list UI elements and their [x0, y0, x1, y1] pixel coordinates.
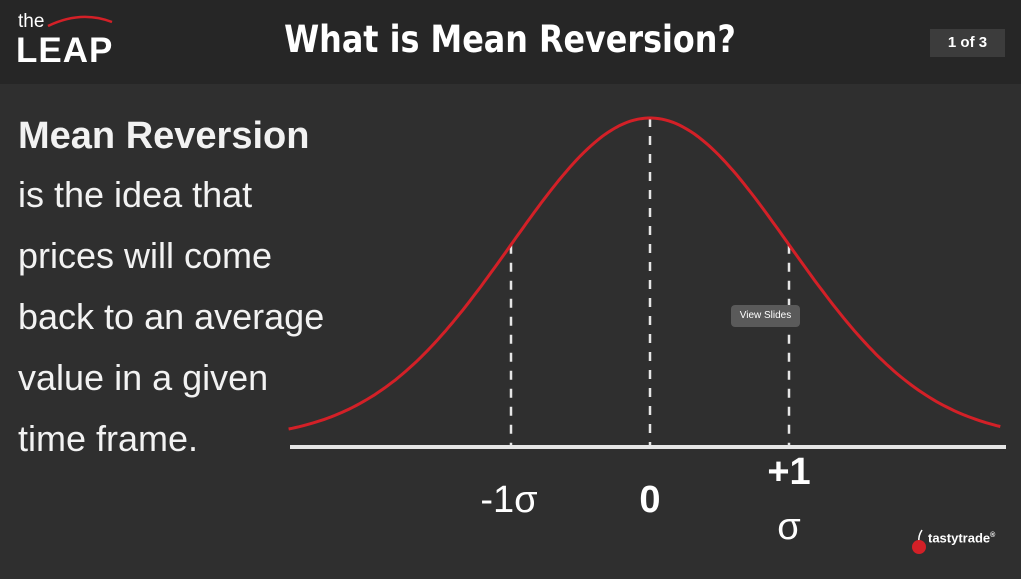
description-line: is the idea that — [18, 174, 253, 215]
the-leap-logo: the LEAP — [16, 8, 126, 78]
description-line: value in a given — [18, 357, 269, 398]
brand-name: tastytrade® — [928, 527, 995, 547]
description-heading: Mean Reversion — [18, 115, 310, 157]
description-text: Mean Reversion is the idea that prices w… — [18, 108, 378, 469]
logo-large-text: LEAP — [16, 31, 114, 70]
logo-small-text: the — [18, 11, 45, 32]
brand-name-text: tastytrade — [928, 530, 991, 546]
tastytrade-logo: tastytrade® — [910, 524, 1010, 556]
description-line: back to an average — [18, 296, 325, 337]
x-tick-label: +1 σ — [767, 451, 810, 548]
slide-title: What is Mean Reversion? — [284, 18, 736, 61]
brand-mark: ® — [990, 532, 996, 539]
slide-body — [0, 84, 1021, 579]
slide-header: the LEAP What is Mean Reversion? 1 of 3 — [0, 0, 1021, 84]
description-line: prices will come — [18, 235, 273, 276]
logo-arc-icon — [47, 15, 113, 28]
page-indicator: 1 of 3 — [930, 29, 1005, 57]
x-tick-label: -1σ — [480, 479, 537, 521]
bell-curve-line — [288, 116, 1001, 431]
cherry-icon — [912, 529, 926, 554]
description-body: is the idea that prices will come back t… — [18, 164, 378, 469]
x-tick-label: 0 — [639, 479, 660, 521]
description-line: time frame. — [18, 418, 199, 459]
view-slides-tooltip[interactable]: View Slides — [731, 305, 800, 327]
